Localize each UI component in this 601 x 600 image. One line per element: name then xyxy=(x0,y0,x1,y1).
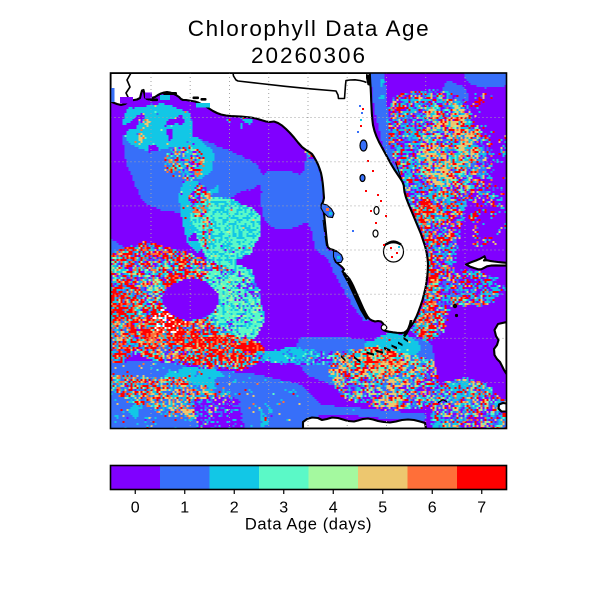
svg-text:0: 0 xyxy=(131,500,140,517)
svg-text:20260306: 20260306 xyxy=(251,43,367,68)
svg-text:3: 3 xyxy=(279,500,288,517)
svg-text:7: 7 xyxy=(477,500,486,517)
svg-text:Chlorophyll Data Age: Chlorophyll Data Age xyxy=(188,16,430,41)
svg-text:Data Age (days): Data Age (days) xyxy=(245,516,372,534)
svg-text:5: 5 xyxy=(378,500,387,517)
svg-text:2: 2 xyxy=(230,500,239,517)
svg-text:1: 1 xyxy=(180,500,189,517)
svg-text:4: 4 xyxy=(329,500,338,517)
svg-text:6: 6 xyxy=(428,500,437,517)
